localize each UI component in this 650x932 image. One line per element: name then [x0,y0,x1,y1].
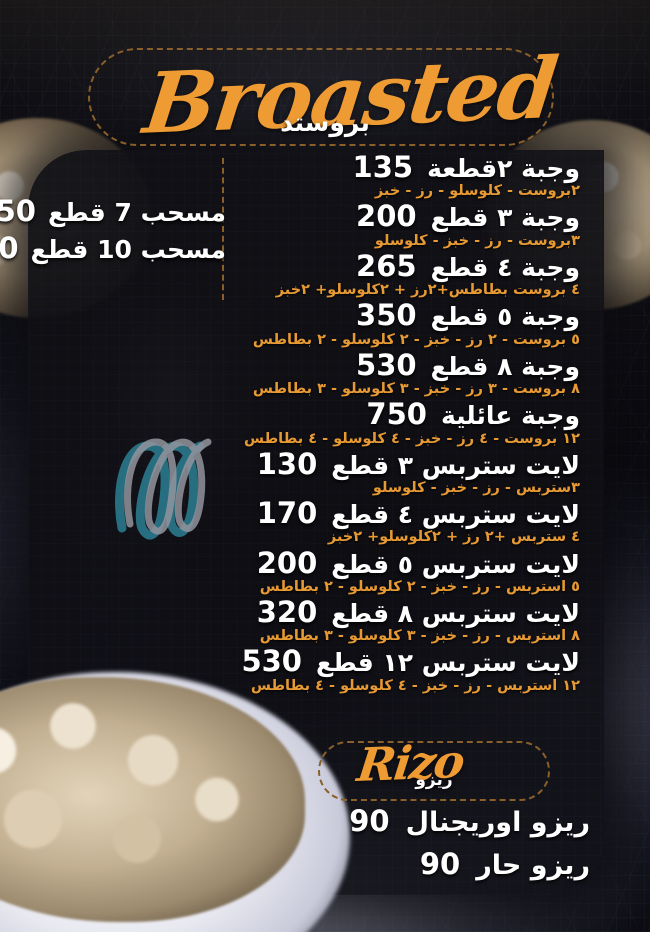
menu-item: لايت ستربس ٥ قطع 200 ٥ استربس - رز - خبز… [228,545,581,596]
item-price: 130 [256,446,318,481]
rizo-section-pill [318,741,550,801]
item-name: مسحب 7 قطع [47,198,226,227]
item-description: ١٢ استربس - رز - خبز - ٤ كلوسلو - ٤ بطاط… [250,677,580,694]
item-price: 150 [0,194,36,228]
item-description: ٨ استربس - رز - خبز - ٣ كلوسلو - ٣ بطاطس [259,628,580,645]
broasted-title-arabic: بروستد [280,108,370,137]
broasted-section-pill [88,48,554,146]
sahab-items-column: مسحب 7 قطع 150 مسحب 10 قطع 190 [0,195,226,271]
rizo-title-arabic: ريزو [415,770,453,790]
rizo-items-list: ريزو اوريجنال 90 ريزو حار 90 [300,804,591,893]
menu-row: ريزو حار 90 [300,847,590,882]
item-description: ٣ستربس - رز - خبز - كلوسلو [372,479,580,496]
item-price: 265 [356,248,417,283]
item-name: وجبة ٥ قطع [430,302,581,332]
item-description: ٨ بروست - ٣ رز - خبز - ٣ كلوسلو - ٣ بطاط… [252,381,580,398]
item-price: 135 [352,150,414,184]
broasted-items-list: وجبة ٢قطعة 135 ٢بروست - كلوسلو - رز - خب… [228,150,581,696]
item-price: 90 [349,804,390,838]
item-name: لايت ستربس ٥ قطع [331,549,580,579]
menu-item: لايت ستربس ١٢ قطع 530 ١٢ استربس - رز - خ… [228,646,580,694]
menu-row: مسحب 10 قطع 190 [0,232,226,264]
item-name: وجبة ٣ قطع [430,203,581,233]
menu-row: لايت ستربس ٤ قطع 170 [228,496,581,531]
menu-row: مسحب 7 قطع 150 [0,195,226,227]
item-description: ٤ ستربس +٢ رز + ٢كلوسلو+ ٢خبز [327,529,580,546]
item-description: ٢بروست - كلوسلو - رز - خبز [374,183,580,200]
menu-row: وجبة عائلية 750 [228,397,580,432]
item-price: 190 [0,231,19,266]
menu-row: وجبة ٥ قطع 350 [228,298,581,333]
item-description: ٥ بروست - ٢ رز - خبز - ٢ كلوسلو - ٢ بطاط… [252,331,580,348]
item-price: 530 [356,347,417,382]
menu-row: لايت ستربس ٥ قطع 200 [228,545,581,580]
menu-row: وجبة ٨ قطع 530 [228,347,581,382]
item-price: 530 [241,644,302,679]
item-name: مسحب 10 قطع [30,235,227,265]
fried-chicken-photo-bottom-left [0,677,305,922]
item-name: ريزو اوريجنال [405,807,591,838]
item-description: ٤ بروست بطاطس+٢رز + ٢كلوسلو+ ٢خبز [275,282,580,299]
item-description: ٣بروست - رز - خبز - كلوسلو [374,232,580,249]
menu-row: وجبة ٢قطعة 135 [228,150,581,184]
menu-item: وجبة ٤ قطع 265 ٤ بروست بطاطس+٢رز + ٢كلوس… [228,248,581,299]
menu-item: وجبة ٣ قطع 200 ٣بروست - رز - خبز - كلوسل… [228,201,580,249]
menu-row: لايت ستربس ٣ قطع 130 [228,446,581,481]
item-name: وجبة عائلية [440,401,580,431]
menu-row: وجبة ٣ قطع 200 [228,199,581,234]
item-price: 200 [256,545,318,580]
item-name: لايت ستربس ٨ قطع [331,598,580,628]
menu-item: وجبة ٨ قطع 530 ٨ بروست - ٣ رز - خبز - ٣ … [228,347,581,398]
item-price: 200 [356,199,417,234]
item-description: ١٢ بروست - ٤ رز - خبز - ٤ كلوسلو - ٤ بطا… [244,430,580,447]
item-name: ريزو حار [476,850,590,882]
item-name: وجبة ٢قطعة [427,154,580,183]
item-price: 170 [256,496,318,531]
menu-row: ريزو اوريجنال 90 [300,804,591,838]
item-price: 350 [356,298,417,333]
menu-row: وجبة ٤ قطع 265 [228,248,581,283]
menu-item: وجبة ٢قطعة 135 ٢بروست - كلوسلو - رز - خب… [228,150,581,200]
item-price: 90 [419,847,461,882]
item-name: لايت ستربس ٤ قطع [331,500,580,530]
menu-item: لايت ستربس ٨ قطع 320 ٨ استربس - رز - خبز… [228,594,581,645]
item-name: وجبة ٨ قطع [430,351,581,381]
item-price: 750 [366,397,427,432]
item-price: 320 [256,594,318,629]
item-name: لايت ستربس ٣ قطع [331,450,580,480]
item-name: وجبة ٤ قطع [430,252,581,282]
menu-item: وجبة عائلية 750 ١٢ بروست - ٤ رز - خبز - … [228,397,580,447]
menu-row: لايت ستربس ١٢ قطع 530 [228,644,580,679]
item-name: لايت ستربس ١٢ قطع [316,648,580,678]
menu-row: لايت ستربس ٨ قطع 320 [228,594,581,629]
menu-item: لايت ستربس ٤ قطع 170 ٤ ستربس +٢ رز + ٢كل… [228,496,581,546]
item-description: ٥ استربس - رز - خبز - ٢ كلوسلو - ٢ بطاطس [259,578,580,595]
column-divider [222,158,224,300]
menu-item: لايت ستربس ٣ قطع 130 ٣ستربس - رز - خبز -… [228,446,581,497]
menu-item: وجبة ٥ قطع 350 ٥ بروست - ٢ رز - خبز - ٢ … [228,298,581,348]
